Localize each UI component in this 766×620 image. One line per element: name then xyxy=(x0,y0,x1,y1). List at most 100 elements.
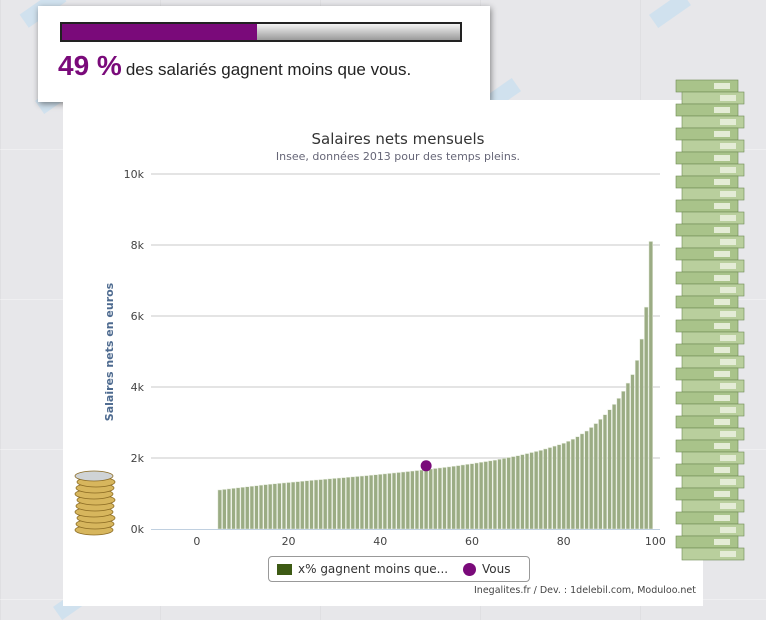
bar[interactable] xyxy=(318,479,323,530)
bar[interactable] xyxy=(561,443,566,530)
bar[interactable] xyxy=(612,404,617,530)
bar[interactable] xyxy=(602,414,608,530)
bar[interactable] xyxy=(570,438,576,530)
bar[interactable] xyxy=(364,475,369,530)
bar[interactable] xyxy=(543,448,548,530)
bar[interactable] xyxy=(323,478,328,530)
bar[interactable] xyxy=(515,455,520,530)
bar[interactable] xyxy=(368,474,374,530)
bar[interactable] xyxy=(336,477,342,530)
bar[interactable] xyxy=(235,487,241,530)
bar[interactable] xyxy=(332,478,337,530)
bar[interactable] xyxy=(304,480,310,530)
bar[interactable] xyxy=(616,398,621,530)
bar[interactable] xyxy=(630,374,635,530)
bar[interactable] xyxy=(341,477,346,530)
bar[interactable] xyxy=(644,306,649,530)
bar[interactable] xyxy=(428,468,433,530)
bar[interactable] xyxy=(625,382,631,530)
banknote-detail xyxy=(714,131,730,137)
bar[interactable] xyxy=(598,419,603,530)
bar[interactable] xyxy=(648,241,653,530)
bar[interactable] xyxy=(446,466,452,530)
bar[interactable] xyxy=(378,474,383,530)
bar[interactable] xyxy=(281,482,287,530)
bar[interactable] xyxy=(391,472,397,530)
bar[interactable] xyxy=(419,469,424,530)
bar[interactable] xyxy=(552,445,557,530)
bar[interactable] xyxy=(350,476,355,530)
bar[interactable] xyxy=(433,468,438,530)
bar[interactable] xyxy=(607,409,612,530)
bar[interactable] xyxy=(511,456,516,530)
bar[interactable] xyxy=(469,463,475,530)
bar[interactable] xyxy=(373,474,378,530)
bar[interactable] xyxy=(295,481,300,530)
bar[interactable] xyxy=(405,471,410,530)
bar[interactable] xyxy=(442,467,447,530)
bar[interactable] xyxy=(465,464,470,530)
bar[interactable] xyxy=(506,457,511,530)
bar[interactable] xyxy=(593,423,598,530)
bar[interactable] xyxy=(286,482,291,530)
bar[interactable] xyxy=(479,462,484,530)
banknote-detail xyxy=(714,371,730,377)
legend-label-bars[interactable]: x% gagnent moins que... xyxy=(298,562,449,576)
bar[interactable] xyxy=(451,465,456,530)
bar[interactable] xyxy=(497,458,502,530)
bar[interactable] xyxy=(387,473,392,530)
bar[interactable] xyxy=(258,484,264,530)
bar[interactable] xyxy=(621,391,626,530)
bar[interactable] xyxy=(437,467,443,530)
bar[interactable] xyxy=(382,473,387,530)
bar[interactable] xyxy=(249,485,255,530)
bar[interactable] xyxy=(538,450,543,530)
bar[interactable] xyxy=(474,462,479,530)
bar[interactable] xyxy=(492,459,498,530)
bar[interactable] xyxy=(240,487,245,530)
bar[interactable] xyxy=(547,447,553,530)
bar[interactable] xyxy=(359,475,365,530)
bar[interactable] xyxy=(460,464,465,530)
bar[interactable] xyxy=(589,427,594,530)
bar[interactable] xyxy=(231,488,236,530)
bar[interactable] xyxy=(634,360,640,530)
bar[interactable] xyxy=(579,433,585,530)
bar[interactable] xyxy=(410,470,415,530)
bar[interactable] xyxy=(245,486,250,530)
bar[interactable] xyxy=(327,478,332,530)
bar[interactable] xyxy=(529,452,534,530)
bar[interactable] xyxy=(346,476,351,530)
bar[interactable] xyxy=(488,460,493,530)
bar[interactable] xyxy=(309,480,314,530)
bar[interactable] xyxy=(575,436,580,530)
bar[interactable] xyxy=(355,476,360,530)
bar[interactable] xyxy=(222,489,227,530)
bar[interactable] xyxy=(556,444,562,530)
bar[interactable] xyxy=(272,483,277,530)
bar[interactable] xyxy=(566,441,571,530)
bar[interactable] xyxy=(584,430,589,530)
bar[interactable] xyxy=(483,461,488,530)
bar[interactable] xyxy=(524,453,530,530)
bar[interactable] xyxy=(226,488,232,530)
bar[interactable] xyxy=(424,469,429,530)
bar[interactable] xyxy=(263,484,268,530)
bar[interactable] xyxy=(268,483,273,530)
bar[interactable] xyxy=(313,479,319,530)
you-point[interactable] xyxy=(420,460,432,472)
legend-label-you[interactable]: Vous xyxy=(482,562,511,576)
bar[interactable] xyxy=(534,451,539,530)
bar[interactable] xyxy=(456,465,461,530)
bar[interactable] xyxy=(300,480,305,530)
bar[interactable] xyxy=(254,485,259,530)
bar[interactable] xyxy=(291,481,296,530)
bar[interactable] xyxy=(501,458,507,530)
bar[interactable] xyxy=(396,472,401,530)
bar[interactable] xyxy=(520,454,525,530)
bar[interactable] xyxy=(414,470,420,530)
bar[interactable] xyxy=(277,483,282,530)
bar[interactable] xyxy=(401,471,406,530)
bar[interactable] xyxy=(217,489,222,530)
bar[interactable] xyxy=(639,338,644,530)
